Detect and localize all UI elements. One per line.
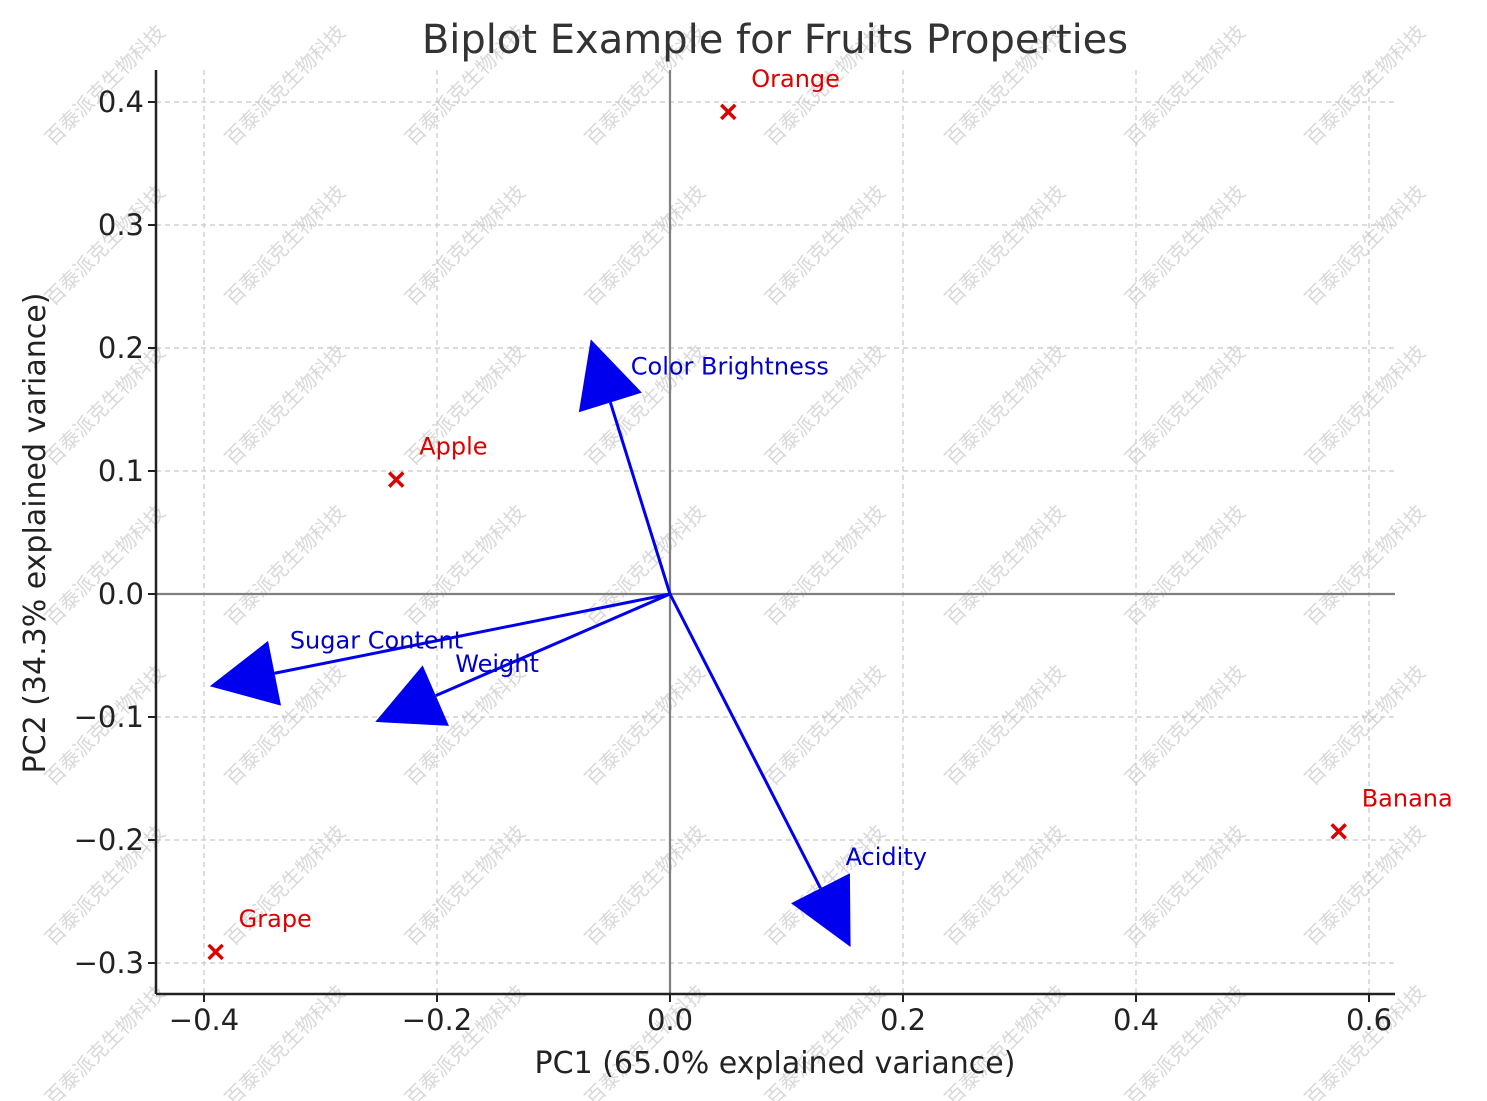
watermark-text: 百泰派克生物科技: [220, 980, 350, 1101]
watermark-text: 百泰派克生物科技: [220, 500, 350, 630]
watermark-text: 百泰派克生物科技: [940, 660, 1070, 790]
watermark-text: 百泰派克生物科技: [940, 180, 1070, 310]
watermark-text: 百泰派克生物科技: [940, 500, 1070, 630]
x-tick-label: 0.6: [1346, 1003, 1392, 1037]
x-tick-label: 0.0: [647, 1003, 693, 1037]
watermark-text: 百泰派克生物科技: [1120, 500, 1250, 630]
watermark-text: 百泰派克生物科技: [40, 180, 170, 310]
watermark-text: 百泰派克生物科技: [1300, 180, 1430, 310]
point-label: Banana: [1362, 784, 1453, 812]
vector-label: Sugar Content: [290, 626, 463, 654]
watermark-text: 百泰派克生物科技: [1300, 340, 1430, 470]
vector-shaft: [274, 592, 671, 675]
y-tick-label: 0.1: [98, 454, 144, 488]
watermark-text: 百泰派克生物科技: [220, 20, 350, 150]
vector-label: Color Brightness: [631, 352, 829, 380]
y-tick-label: −0.2: [74, 823, 144, 857]
watermark-text: 百泰派克生物科技: [760, 660, 890, 790]
watermark-text: 百泰派克生物科技: [1120, 340, 1250, 470]
watermark-text: 百泰派克生物科技: [400, 180, 530, 310]
data-points: Orange Apple Banana Grape: [207, 65, 1453, 961]
x-marker-icon: [207, 943, 224, 961]
arrowhead-icon: [578, 339, 642, 413]
y-tick-label: 0.2: [98, 331, 144, 365]
watermark-text: 百泰派克生物科技: [760, 980, 890, 1101]
watermark-text: 百泰派克生物科技: [1300, 660, 1430, 790]
x-marker-icon: [720, 103, 737, 121]
watermark-text: 百泰派克生物科技: [1300, 20, 1430, 150]
point-banana: Banana: [1330, 784, 1453, 840]
watermark-text: 百泰派克生物科技: [220, 340, 350, 470]
point-label: Grape: [239, 905, 312, 933]
x-tick-label: 0.4: [1113, 1003, 1159, 1037]
vector-label: Weight: [455, 650, 539, 678]
arrowhead-icon: [791, 873, 851, 948]
arrowhead-icon: [375, 665, 449, 726]
x-tick-label: −0.4: [169, 1003, 239, 1037]
point-orange: Orange: [720, 65, 840, 121]
watermark-layer: 百泰派克生物科技 百泰派克生物科技 百泰派克生物科技 百泰派克生物科技 百泰派克生物科技…: [40, 20, 1430, 1101]
watermark-text: 百泰派克生物科技: [1300, 980, 1430, 1101]
point-apple: Apple: [387, 433, 488, 488]
y-tick-label: 0.3: [98, 208, 144, 242]
vector-weight: Weight: [375, 592, 671, 726]
watermark-text: 百泰派克生物科技: [220, 180, 350, 310]
watermark-text: 百泰派克生物科技: [1300, 500, 1430, 630]
watermark-text: 百泰派克生物科技: [400, 500, 530, 630]
y-tick-label: −0.1: [74, 700, 144, 734]
x-axis-label: PC1 (65.0% explained variance): [535, 1046, 1016, 1081]
point-label: Orange: [751, 65, 840, 93]
vector-shaft: [668, 593, 822, 889]
axes: −0.4 −0.2 0.0 0.2 0.4 0.6 −0.3 −0.2 −0.1 0.0 0.1 0.…: [74, 70, 1395, 1037]
watermark-text: 百泰派克生物科技: [1120, 180, 1250, 310]
point-grape: Grape: [207, 905, 312, 961]
y-axis-label: PC2 (34.3% explained variance): [18, 293, 53, 774]
y-tick-label: 0.4: [98, 85, 144, 119]
y-tick-label: −0.3: [74, 946, 144, 980]
watermark-text: 百泰派克生物科技: [940, 980, 1070, 1101]
watermark-text: 百泰派克生物科技: [760, 180, 890, 310]
watermark-text: 百泰派克生物科技: [580, 180, 710, 310]
x-tick-label: 0.2: [880, 1003, 926, 1037]
y-tick-label: 0.0: [98, 577, 144, 611]
watermark-text: 百泰派克生物科技: [1120, 980, 1250, 1101]
zero-reference-lines: [156, 70, 1395, 994]
watermark-text: 百泰派克生物科技: [1120, 20, 1250, 150]
x-marker-icon: [1330, 823, 1347, 840]
point-label: Apple: [419, 433, 487, 461]
vector-color-brightness: Color Brightness: [578, 339, 829, 595]
watermark-text: 百泰派克生物科技: [400, 980, 530, 1101]
watermark-text: 百泰派克生物科技: [580, 500, 710, 630]
watermark-text: 百泰派克生物科技: [940, 340, 1070, 470]
vector-shaft: [608, 401, 672, 595]
vector-shaft: [435, 592, 671, 698]
watermark-text: 百泰派克生物科技: [1120, 660, 1250, 790]
vector-sugar-content: Sugar Content: [209, 592, 671, 706]
vector-acidity: Acidity: [668, 593, 927, 948]
watermark-text: 百泰派克生物科技: [580, 660, 710, 790]
arrowhead-icon: [209, 640, 282, 706]
watermark-text: 百泰派克生物科技: [760, 500, 890, 630]
watermark-text: 百泰派克生物科技: [40, 980, 170, 1101]
watermark-text: 百泰派克生物科技: [580, 980, 710, 1101]
chart-title: Biplot Example for Fruits Properties: [422, 17, 1128, 63]
x-marker-icon: [387, 471, 405, 488]
vector-label: Acidity: [846, 843, 927, 871]
x-tick-label: −0.2: [402, 1003, 472, 1037]
